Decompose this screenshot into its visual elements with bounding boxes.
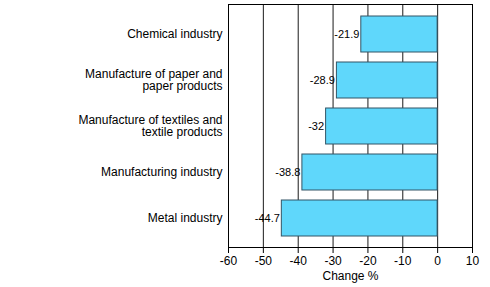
svg-text:-20: -20 [359,254,377,268]
svg-text:-40: -40 [290,254,308,268]
svg-text:Metal industry: Metal industry [148,211,223,225]
svg-text:-50: -50 [255,254,273,268]
svg-text:Manufacture of paper andpaper: Manufacture of paper andpaper products [85,67,222,93]
svg-text:-10: -10 [394,254,412,268]
svg-text:-38.8: -38.8 [275,166,300,178]
svg-text:Change %: Change % [322,269,378,283]
svg-text:-30: -30 [324,254,342,268]
svg-text:0: 0 [434,254,441,268]
svg-text:-44.7: -44.7 [255,212,280,224]
svg-text:-60: -60 [220,254,238,268]
svg-text:-28.9: -28.9 [310,74,335,86]
svg-text:10: 10 [466,254,480,268]
svg-text:Manufacturing industry: Manufacturing industry [101,165,222,179]
svg-text:-21.9: -21.9 [334,28,359,40]
svg-text:Chemical industry: Chemical industry [127,27,222,41]
svg-text:-32: -32 [308,120,324,132]
svg-text:Manufacture of textiles andtex: Manufacture of textiles andtextile produ… [78,113,222,139]
